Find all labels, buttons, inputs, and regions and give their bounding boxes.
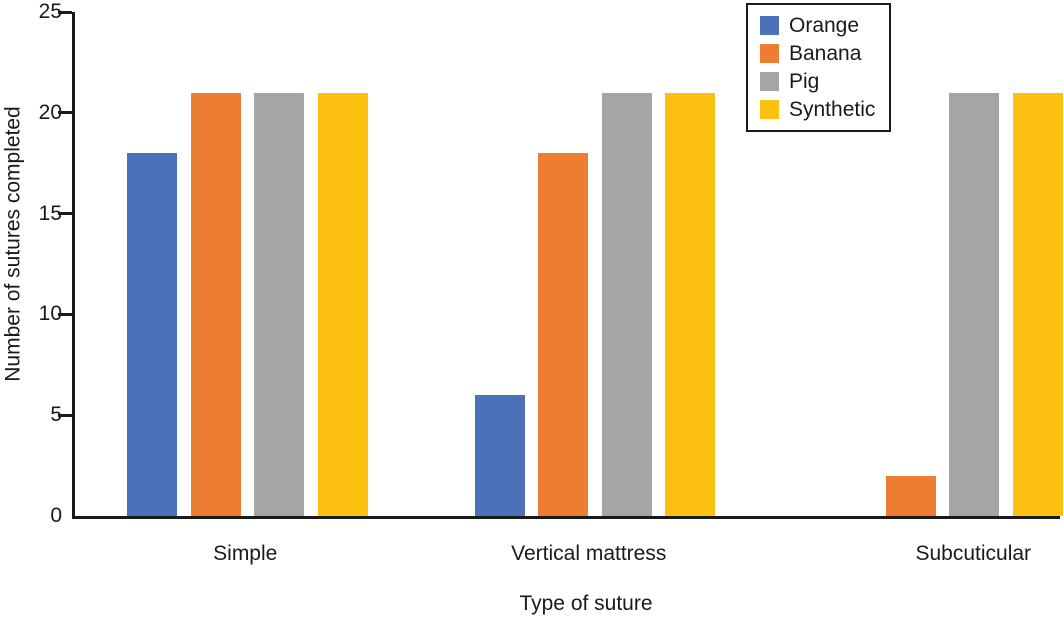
x-category-label-simple: Simple bbox=[213, 542, 278, 565]
legend-swatch-synthetic bbox=[760, 100, 779, 119]
bar-pig-vertical-mattress bbox=[601, 92, 652, 516]
legend-item-banana: Banana bbox=[760, 43, 875, 64]
bar-synthetic-simple bbox=[317, 92, 368, 516]
x-category-label-vertical-mattress: Vertical mattress bbox=[511, 542, 667, 565]
y-tick-label: 10 bbox=[38, 302, 62, 326]
y-tick-mark bbox=[58, 312, 72, 316]
legend-swatch-pig bbox=[760, 72, 779, 91]
legend-label: Pig bbox=[789, 70, 820, 93]
legend-label: Orange bbox=[789, 14, 860, 37]
legend-item-synthetic: Synthetic bbox=[760, 99, 875, 120]
y-tick-label: 25 bbox=[38, 0, 62, 23]
bar-orange-vertical-mattress bbox=[474, 395, 525, 516]
y-axis-title: Number of sutures completed bbox=[1, 106, 25, 382]
y-tick-mark bbox=[58, 413, 72, 417]
bar-orange-simple bbox=[127, 153, 177, 516]
bar-pig-simple bbox=[254, 92, 304, 516]
legend-swatch-orange bbox=[760, 16, 779, 35]
y-tick-label: 5 bbox=[50, 403, 62, 427]
legend-item-orange: Orange bbox=[760, 15, 875, 36]
y-tick-mark bbox=[58, 212, 72, 216]
x-category-label-subcuticular: Subcuticular bbox=[915, 542, 1032, 565]
legend-label: Synthetic bbox=[789, 98, 876, 121]
bar-banana-subcuticular bbox=[885, 475, 936, 516]
bar-banana-vertical-mattress bbox=[538, 153, 588, 516]
bar-synthetic-vertical-mattress bbox=[665, 92, 715, 516]
x-axis-title: Type of suture bbox=[519, 592, 653, 615]
plot-area: 0 5 10 15 20 25 bbox=[39, 0, 1063, 527]
y-tick-label: 20 bbox=[38, 100, 62, 124]
legend: Orange Banana Pig Synthetic bbox=[746, 3, 892, 132]
y-tick-label: 0 bbox=[50, 504, 62, 527]
y-tick-mark bbox=[58, 111, 72, 115]
y-tick-label: 15 bbox=[38, 201, 62, 225]
legend-item-pig: Pig bbox=[760, 71, 875, 92]
bar-banana-simple bbox=[190, 92, 241, 516]
bar-synthetic-subcuticular bbox=[1012, 92, 1063, 516]
y-tick-mark bbox=[58, 10, 72, 14]
legend-swatch-banana bbox=[760, 44, 779, 63]
legend-label: Banana bbox=[789, 42, 862, 65]
bar-pig-subcuticular bbox=[949, 92, 999, 516]
